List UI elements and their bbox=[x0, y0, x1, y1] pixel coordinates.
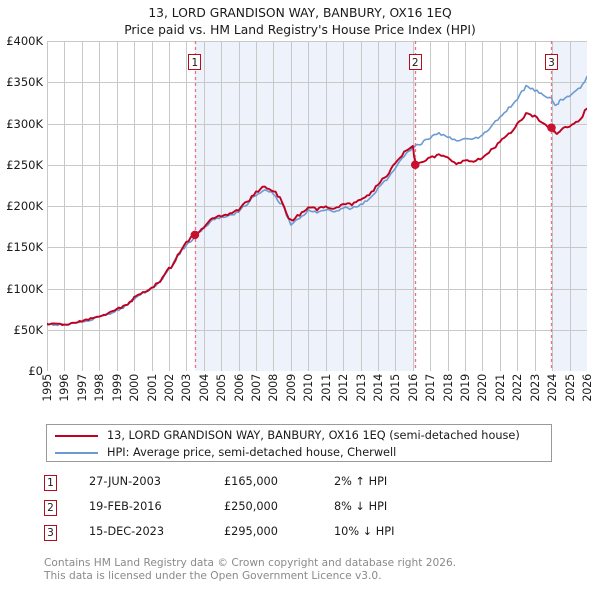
sale-index-badge: 2 bbox=[44, 500, 57, 516]
table-row: 1 27-JUN-2003 £165,000 2% ↑ HPI bbox=[44, 472, 564, 497]
x-tick-label: 2004 bbox=[197, 374, 211, 402]
sale-date: 27-JUN-2003 bbox=[89, 475, 161, 488]
legend-item-property: 13, LORD GRANDISON WAY, BANBURY, OX16 1E… bbox=[47, 426, 520, 445]
x-tick-label: 2021 bbox=[493, 374, 507, 402]
x-tick-label: 2000 bbox=[128, 374, 142, 402]
chart-title-block: 13, LORD GRANDISON WAY, BANBURY, OX16 1E… bbox=[0, 0, 600, 39]
x-tick-label: 2009 bbox=[284, 374, 298, 402]
x-tick-label: 1995 bbox=[41, 374, 54, 402]
page-title: 13, LORD GRANDISON WAY, BANBURY, OX16 1E… bbox=[148, 6, 452, 20]
x-tick-label: 2010 bbox=[302, 374, 316, 402]
x-tick-label: 1999 bbox=[110, 374, 124, 402]
footer-attribution: Contains HM Land Registry data © Crown c… bbox=[44, 557, 584, 582]
sale-marker-dot bbox=[410, 160, 420, 170]
y-tick-label: £300K bbox=[6, 116, 43, 131]
x-tick-label: 1996 bbox=[58, 374, 72, 402]
x-tick-label: 2013 bbox=[354, 374, 368, 402]
sale-price: £250,000 bbox=[224, 500, 278, 513]
x-tick-label: 2024 bbox=[546, 374, 560, 402]
sale-price: £295,000 bbox=[224, 525, 278, 538]
y-tick-label: £400K bbox=[6, 34, 43, 48]
legend-label-property: 13, LORD GRANDISON WAY, BANBURY, OX16 1E… bbox=[107, 429, 520, 442]
legend-swatch-property bbox=[55, 434, 98, 437]
x-tick-label: 2022 bbox=[511, 374, 525, 402]
x-axis-labels: 1995 1996 1997 1998 1999 2000 2001 2002 2003 2004… bbox=[41, 374, 594, 416]
x-tick-label: 2026 bbox=[581, 374, 594, 402]
x-tick-label: 2015 bbox=[389, 374, 403, 402]
price-history-chart: 1 2 3 bbox=[47, 41, 587, 371]
footer-line-licence: This data is licensed under the Open Gov… bbox=[44, 569, 382, 582]
x-tick-label: 2025 bbox=[563, 374, 577, 402]
sale-marker-dot bbox=[547, 123, 556, 132]
y-tick-label: £350K bbox=[6, 75, 43, 90]
sale-hpi-delta: 8% ↓ HPI bbox=[334, 500, 388, 513]
x-tick-label: 2018 bbox=[441, 374, 455, 402]
marker-label-3: 3 bbox=[544, 54, 558, 70]
chart-svg bbox=[47, 41, 587, 371]
x-tick-label: 2014 bbox=[371, 374, 385, 402]
sale-hpi-delta: 2% ↑ HPI bbox=[334, 475, 388, 488]
x-tick-label: 2020 bbox=[476, 374, 490, 402]
sale-hpi-delta: 10% ↓ HPI bbox=[334, 525, 395, 538]
y-axis-labels: £0 £50K £100K £150K £200K £250K £300K £350K £400… bbox=[0, 34, 44, 378]
marker-label-2: 2 bbox=[408, 54, 422, 70]
x-tick-label: 2006 bbox=[232, 374, 246, 402]
x-tick-label: 2019 bbox=[459, 374, 473, 402]
sale-price: £165,000 bbox=[224, 475, 278, 488]
y-tick-label: £0 bbox=[28, 364, 43, 378]
x-tick-label: 2003 bbox=[180, 374, 194, 402]
legend-swatch-hpi bbox=[55, 451, 98, 454]
page-subtitle: Price paid vs. HM Land Registry's House … bbox=[124, 23, 476, 37]
y-tick-label: £150K bbox=[6, 240, 43, 255]
x-tick-label: 2002 bbox=[162, 374, 176, 402]
chart-legend: 13, LORD GRANDISON WAY, BANBURY, OX16 1E… bbox=[46, 424, 552, 462]
sale-date: 19-FEB-2016 bbox=[89, 500, 162, 513]
x-tick-label: 2005 bbox=[215, 374, 229, 402]
x-tick-label: 1997 bbox=[75, 374, 89, 402]
legend-item-hpi: HPI: Average price, semi-detached house,… bbox=[47, 443, 396, 462]
sale-marker-dot bbox=[190, 230, 200, 240]
series-line-property bbox=[47, 107, 587, 327]
y-tick-label: £250K bbox=[6, 157, 43, 172]
sale-index-badge: 3 bbox=[44, 525, 57, 541]
x-tick-label: 2016 bbox=[406, 374, 420, 402]
x-tick-label: 2012 bbox=[337, 374, 351, 402]
x-tick-label: 2023 bbox=[528, 374, 542, 402]
y-tick-label: £50K bbox=[13, 322, 44, 337]
table-row: 2 19-FEB-2016 £250,000 8% ↓ HPI bbox=[44, 497, 564, 522]
sale-index-badge: 1 bbox=[44, 475, 57, 491]
x-tick-label: 2011 bbox=[319, 374, 333, 402]
y-tick-label: £200K bbox=[6, 199, 43, 213]
footer-line-copyright: Contains HM Land Registry data © Crown c… bbox=[44, 557, 457, 569]
x-tick-label: 2008 bbox=[267, 374, 281, 402]
x-tick-label: 2017 bbox=[424, 374, 438, 402]
x-tick-label: 1998 bbox=[93, 374, 107, 402]
marker-label-1: 1 bbox=[188, 54, 202, 70]
sales-table: 1 27-JUN-2003 £165,000 2% ↑ HPI 2 19-FEB… bbox=[44, 472, 564, 547]
sale-date: 15-DEC-2023 bbox=[89, 525, 165, 538]
x-tick-label: 2001 bbox=[145, 374, 159, 402]
x-tick-label: 2007 bbox=[250, 374, 264, 402]
y-tick-label: £100K bbox=[6, 281, 43, 296]
table-row: 3 15-DEC-2023 £295,000 10% ↓ HPI bbox=[44, 522, 564, 547]
legend-label-hpi: HPI: Average price, semi-detached house,… bbox=[107, 446, 397, 459]
